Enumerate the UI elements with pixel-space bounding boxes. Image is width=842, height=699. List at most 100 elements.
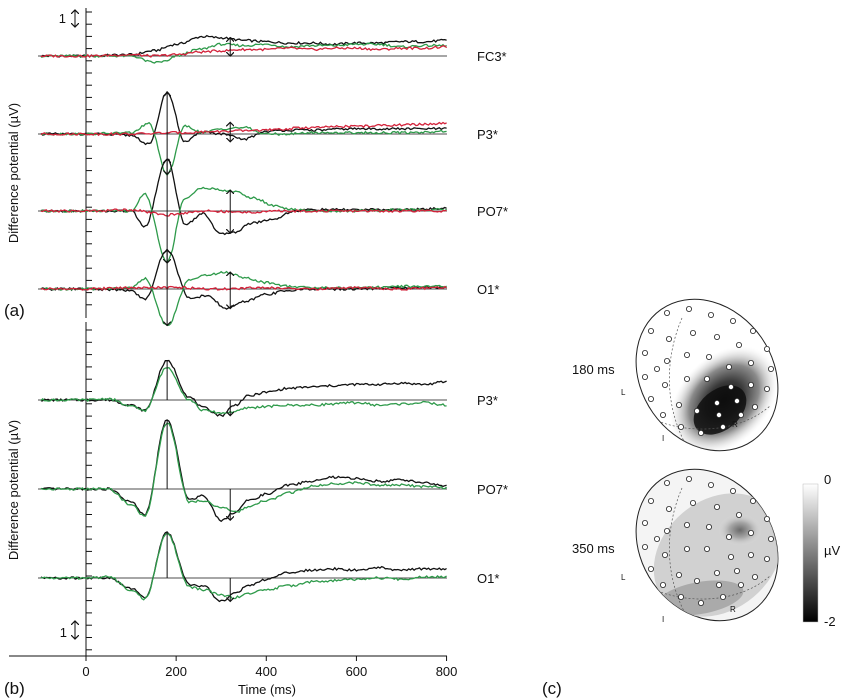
electrode-dot <box>698 600 705 607</box>
channel-o1: O1* <box>38 248 499 326</box>
electrode-dot <box>642 544 649 551</box>
electrode-dot <box>736 341 743 348</box>
series-line-green <box>40 367 447 415</box>
electrode-dot <box>662 381 669 388</box>
electrode-dot <box>738 582 745 589</box>
panel-b-scale-bar-label: 1 <box>60 625 67 640</box>
channel-label: P3* <box>477 127 498 142</box>
topomap-side-label-inferior: I <box>662 434 664 443</box>
electrodes-350ms <box>642 475 775 607</box>
panel-b-channels: P3* PO7* O1* <box>38 359 508 602</box>
electrode-dot <box>676 401 683 408</box>
electrode-dot <box>730 487 737 494</box>
x-tick-label: 600 <box>346 664 368 679</box>
electrode-dot <box>750 497 757 504</box>
channel-po7: PO7* <box>38 159 508 263</box>
electrode-dot <box>648 395 655 402</box>
electrode-dot <box>714 333 721 340</box>
electrode-dot <box>694 578 701 585</box>
series-line-green <box>40 270 447 326</box>
electrode-dot <box>654 365 661 372</box>
panel-a-y-axis-label: Difference potential (µV) <box>6 103 21 243</box>
series-line-green <box>40 532 447 601</box>
series-line-green <box>40 42 447 64</box>
electrode-dot <box>698 429 705 436</box>
panel-b-letter: (b) <box>4 679 25 698</box>
electrode-dot <box>714 399 721 406</box>
colorbar-min-label: -2 <box>824 614 836 629</box>
electrode-dot <box>748 359 755 366</box>
channel-po7: PO7* <box>38 419 508 523</box>
electrode-dot <box>726 363 733 370</box>
series-line-black <box>40 248 447 310</box>
channel-label: PO7* <box>477 204 508 219</box>
electrode-dot <box>686 305 693 312</box>
electrode-dot <box>720 594 727 601</box>
electrode-dot <box>748 530 755 537</box>
channel-p3: P3* <box>38 359 498 418</box>
series-line-red <box>40 285 447 291</box>
series-line-green <box>40 422 448 517</box>
series-line-black <box>40 419 447 523</box>
electrode-dot <box>728 383 735 390</box>
electrode-dot <box>708 481 715 488</box>
panel-a: 1 Difference potential (µV) (a) FC3* P3* P… <box>4 8 508 325</box>
electrode-dot <box>690 329 697 336</box>
topomap-350ms: 350 ms L R I <box>572 468 783 624</box>
series-line-red <box>40 45 448 58</box>
panel-c-letter: (c) <box>542 679 562 698</box>
series-line-red <box>40 121 447 137</box>
channel-p3: P3* <box>38 90 498 177</box>
panel-a-scale-bar: 1 <box>59 10 75 27</box>
electrodes-180ms <box>642 305 775 436</box>
electrode-dot <box>734 397 741 404</box>
colorbar-max-label: 0 <box>824 472 831 487</box>
channel-label: FC3* <box>477 49 507 64</box>
panel-b-y-ticks <box>86 329 92 651</box>
electrode-dot <box>752 574 759 581</box>
electrode-dot <box>678 594 685 601</box>
panel-a-channels: FC3* P3* PO7* O1* <box>38 34 508 326</box>
electrode-dot <box>684 546 691 553</box>
panel-b-y-axis-label: Difference potential (µV) <box>6 420 21 560</box>
series-line-red <box>40 208 447 217</box>
channel-label: PO7* <box>477 482 508 497</box>
channel-label: O1* <box>477 571 499 586</box>
series-line-black <box>40 359 447 418</box>
electrode-dot <box>734 568 741 575</box>
electrode-dot <box>768 536 775 543</box>
electrode-dot <box>764 345 771 352</box>
electrode-dot <box>764 516 771 523</box>
electrode-dot <box>690 499 697 506</box>
colorbar-gradient <box>802 483 819 623</box>
electrode-dot <box>764 385 771 392</box>
series-line-black <box>40 34 447 58</box>
colorbar: 0 µV -2 <box>802 472 840 629</box>
electrode-dot <box>660 582 667 589</box>
x-tick-label: 0 <box>82 664 89 679</box>
electrode-dot <box>664 528 671 535</box>
channel-label: P3* <box>477 393 498 408</box>
channel-o1: O1* <box>38 531 499 602</box>
electrode-dot <box>716 411 723 418</box>
electrode-dot <box>642 373 649 380</box>
panel-b-x-axis-label: Time (ms) <box>238 682 296 697</box>
x-tick-label: 800 <box>436 664 458 679</box>
electrode-dot <box>666 505 673 512</box>
electrode-dot <box>660 411 667 418</box>
electrode-dot <box>704 546 711 553</box>
series-line-black <box>40 158 447 236</box>
panel-c: (c) 180 ms L R I 350 ms <box>542 298 840 698</box>
electrode-dot <box>764 556 771 563</box>
electrode-dot <box>684 375 691 382</box>
electrode-dot <box>648 327 655 334</box>
electrode-dot <box>736 512 743 519</box>
series-line-green <box>40 121 447 177</box>
electrode-dot <box>664 479 671 486</box>
topomap-side-label-right: R <box>732 420 738 429</box>
panel-b-scale-bar: 1 <box>60 621 75 640</box>
electrode-dot <box>730 317 737 324</box>
topomap-side-label-left: L <box>621 573 626 582</box>
electrode-dot <box>714 503 721 510</box>
